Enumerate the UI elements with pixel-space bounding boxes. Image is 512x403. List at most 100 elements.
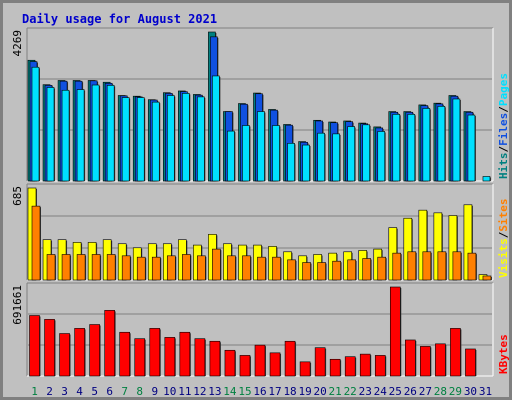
x-tick-label-17: 17 [268,385,281,398]
bar-sites-day-28 [437,251,447,281]
x-tick-label-25: 25 [389,385,402,398]
panel-kbytes: 691661 KBytes [11,282,510,377]
legend: Visits/Sites [497,199,510,279]
chart-canvas: Daily usage for August 20214269Hits/File… [11,12,510,398]
bar-kbytes-day-5 [89,324,100,377]
bar-sites-day-20 [317,262,326,281]
bar-sites-day-9 [151,256,161,281]
bar-sites-day-30 [467,252,477,281]
x-tick-label-27: 27 [419,385,432,398]
x-tick-label-15: 15 [238,385,251,398]
bar-kbytes-day-3 [59,333,70,377]
bar-pages-day-21 [332,133,340,182]
bar-sites-day-19 [302,262,311,281]
bar-kbytes-day-9 [149,328,161,377]
x-tick-label-22: 22 [344,385,357,398]
bar-kbytes-day-24 [374,355,386,377]
x-tick-label-6: 6 [106,385,113,398]
bar-sites-day-31 [482,275,492,281]
bar-sites-day-1 [31,205,41,281]
bar-pages-day-7 [121,97,130,182]
x-tick-label-20: 20 [314,385,327,398]
bar-pages-day-16 [257,111,265,182]
legend-item: Hits [497,153,510,180]
x-tick-label-26: 26 [404,385,417,398]
bar-pages-day-27 [422,108,431,182]
bar-sites-day-5 [91,254,101,281]
x-tick-label-8: 8 [136,385,143,398]
legend-item: Pages [497,73,510,106]
x-tick-label-24: 24 [374,385,388,398]
bar-sites-day-6 [106,254,116,281]
bar-kbytes-day-25 [389,286,401,377]
bar-pages-day-11 [182,93,190,182]
bar-kbytes-day-19 [299,361,311,377]
x-tick-label-1: 1 [31,385,38,398]
bar-pages-day-14 [227,130,235,182]
bar-sites-day-14 [227,255,236,281]
x-tick-label-31: 31 [479,385,492,398]
bar-kbytes-day-7 [119,331,131,377]
bar-pages-day-9 [151,101,160,182]
legend-item: / [497,231,510,238]
x-tick-label-28: 28 [434,385,447,398]
bar-kbytes-day-30 [465,348,476,377]
x-tick-label-3: 3 [61,385,68,398]
bar-sites-day-15 [242,255,251,281]
x-tick-label-21: 21 [329,385,342,398]
bar-kbytes-day-22 [344,356,356,377]
bar-sites-day-25 [392,252,402,281]
bar-kbytes-day-11 [179,331,191,377]
bar-sites-day-11 [182,254,191,281]
x-tick-label-14: 14 [223,385,237,398]
bar-pages-day-10 [166,95,175,182]
bar-kbytes-day-12 [194,338,206,377]
bar-kbytes-day-17 [269,352,281,377]
bar-pages-day-23 [362,124,371,182]
x-tick-label-30: 30 [464,385,477,398]
y-max-label: 691661 [11,285,24,325]
bar-sites-day-16 [257,256,266,281]
bar-kbytes-day-8 [134,338,146,377]
bar-pages-day-13 [212,75,220,182]
bar-sites-day-7 [121,255,131,281]
legend: Hits/Files/Pages [497,73,510,179]
x-tick-label-16: 16 [253,385,266,398]
x-tick-label-19: 19 [298,385,311,398]
bar-pages-day-29 [452,98,461,182]
y-max-label: 685 [11,186,24,206]
bar-pages-day-1 [31,66,40,182]
bar-kbytes-day-27 [420,346,431,377]
bar-sites-day-29 [452,251,462,281]
x-tick-label-29: 29 [449,385,462,398]
legend-item: Files [497,113,510,146]
bar-sites-day-13 [212,248,221,281]
bar-kbytes-day-18 [284,340,296,377]
x-tick-label-5: 5 [91,385,98,398]
bar-sites-day-17 [272,256,281,281]
bar-kbytes-day-2 [44,319,55,377]
bar-sites-day-22 [347,259,356,281]
bar-pages-day-12 [197,96,205,182]
x-tick-label-11: 11 [178,385,191,398]
bar-pages-day-3 [61,89,70,182]
legend-item: / [497,106,510,113]
bar-sites-day-3 [61,254,71,281]
x-tick-label-12: 12 [193,385,206,398]
legend-item: KBytes [497,334,510,374]
bar-kbytes-day-20 [314,347,326,377]
bar-pages-day-26 [407,114,416,182]
y-max-label: 4269 [11,30,24,57]
legend: KBytes [497,334,510,374]
bar-kbytes-day-21 [329,358,341,377]
bar-sites-day-26 [407,251,417,281]
chart-title: Daily usage for August 2021 [22,12,217,26]
bar-kbytes-day-14 [224,349,236,377]
bar-kbytes-day-10 [164,337,176,377]
bar-sites-day-21 [332,260,341,281]
bar-pages-day-18 [287,143,295,182]
x-tick-label-2: 2 [46,385,53,398]
bar-pages-day-28 [437,106,446,182]
bar-kbytes-day-29 [450,328,461,377]
